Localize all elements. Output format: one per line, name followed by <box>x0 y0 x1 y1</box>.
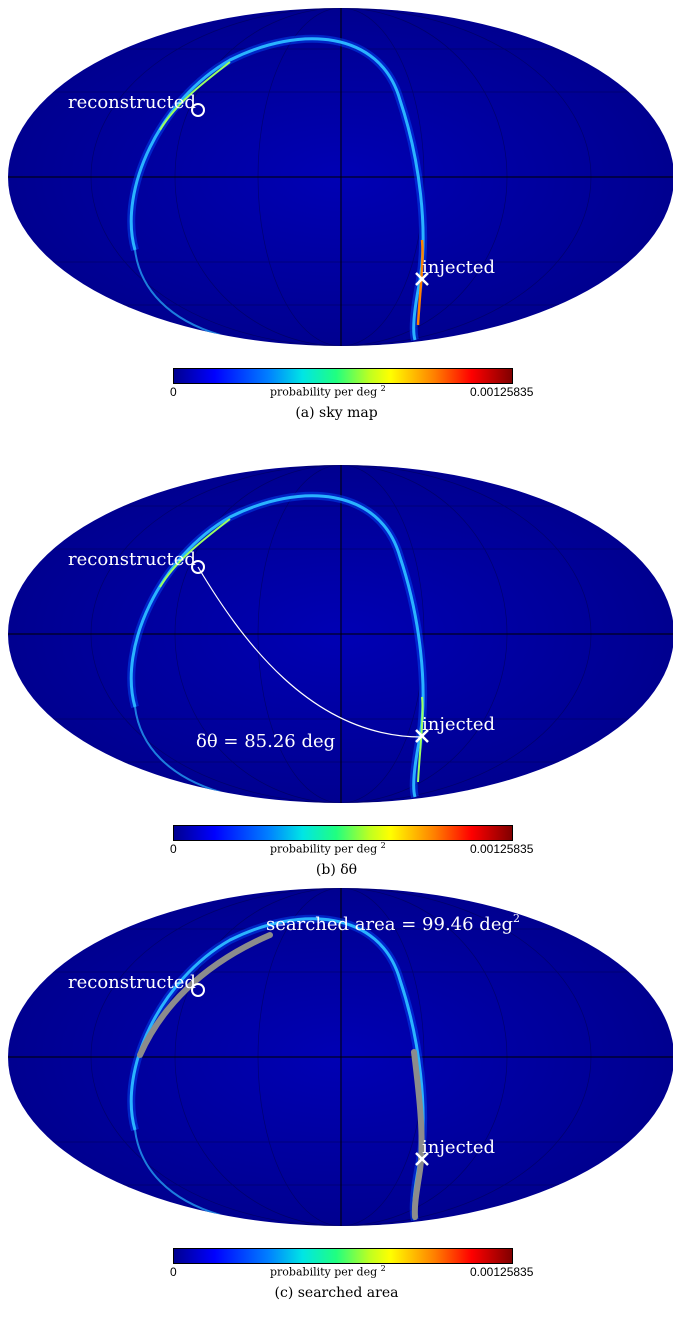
colorbar <box>173 368 513 384</box>
colorbar <box>173 1248 513 1264</box>
searched-region <box>137 932 273 1058</box>
probability-ring-tail <box>134 1129 221 1216</box>
panel-sky-map: reconstructed injected 0 probability per… <box>0 0 673 440</box>
probability-ring-hot <box>159 61 231 131</box>
reconstructed-marker-icon <box>191 103 205 117</box>
injected-label: injected <box>422 1137 495 1158</box>
probability-ring-tail <box>134 249 221 336</box>
searched-area-annotation: searched area = 99.46 deg2 <box>266 912 520 935</box>
injected-marker-icon <box>415 1152 429 1166</box>
probability-ring-tail <box>134 706 221 793</box>
reconstructed-label: reconstructed <box>68 549 196 570</box>
mollweide-map-a: reconstructed injected <box>8 8 673 346</box>
reconstructed-label: reconstructed <box>68 92 196 113</box>
reconstructed-label: reconstructed <box>68 972 196 993</box>
reconstructed-marker-icon <box>191 983 205 997</box>
colorbar-min-label: 0 <box>170 385 177 399</box>
injected-marker-icon <box>415 272 429 286</box>
colorbar-label: probability per deg 2 <box>270 384 386 399</box>
probability-ring-hot <box>159 518 231 588</box>
colorbar-max-label: 0.00125835 <box>470 842 534 856</box>
reconstructed-marker-icon <box>191 560 205 574</box>
searched-region <box>411 1049 425 1220</box>
panel-searched-area: reconstructed injected searched area = 9… <box>0 880 673 1320</box>
colorbar-min-label: 0 <box>170 1265 177 1279</box>
caption-a: (a) sky map <box>295 405 378 421</box>
panel-delta-theta: reconstructed injected δθ = 85.26 deg 0 … <box>0 457 673 897</box>
caption-c: (c) searched area <box>274 1285 399 1301</box>
injected-marker-icon <box>415 729 429 743</box>
mollweide-map-b: reconstructed injected δθ = 85.26 deg <box>8 465 673 803</box>
colorbar-label: probability per deg 2 <box>270 1264 386 1279</box>
colorbar <box>173 825 513 841</box>
injected-label: injected <box>422 257 495 278</box>
caption-b: (b) δθ <box>315 862 358 878</box>
mollweide-map-c: reconstructed injected searched area = 9… <box>8 888 673 1226</box>
delta-theta-annotation: δθ = 85.26 deg <box>196 731 335 752</box>
injected-label: injected <box>422 714 495 735</box>
colorbar-max-label: 0.00125835 <box>470 385 534 399</box>
colorbar-max-label: 0.00125835 <box>470 1265 534 1279</box>
colorbar-min-label: 0 <box>170 842 177 856</box>
great-circle-arc <box>197 566 423 738</box>
colorbar-label: probability per deg 2 <box>270 841 386 856</box>
